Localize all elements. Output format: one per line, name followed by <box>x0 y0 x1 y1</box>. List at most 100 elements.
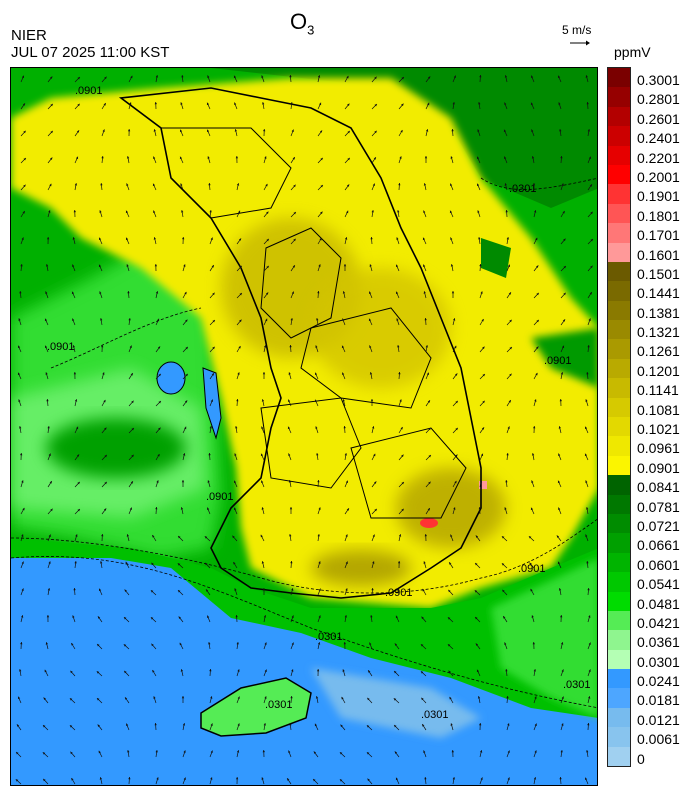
wind-vector-head <box>561 723 564 726</box>
wind-vector-head <box>208 453 211 456</box>
wind-vector-head <box>210 723 213 726</box>
coastline-mainland <box>118 87 482 599</box>
wind-vector-head <box>238 210 241 214</box>
wind-vector-head <box>180 507 184 510</box>
wind-vector-head <box>126 237 129 241</box>
contour-0301-south <box>11 556 597 709</box>
wind-vector-head <box>482 346 485 350</box>
wind-vector-head <box>422 588 425 592</box>
wind-vector-head <box>183 264 186 267</box>
ozone-field-north-dark <box>11 68 597 208</box>
contour-label: .0901 <box>518 563 546 575</box>
wind-vector-head <box>536 292 539 296</box>
wind-vector-head <box>103 399 106 403</box>
wind-vector-head <box>452 102 455 105</box>
wind-vector-head <box>234 102 237 105</box>
wind-vector-head <box>210 237 213 240</box>
wind-vector-head <box>373 157 376 160</box>
wind-vector-head <box>155 291 159 294</box>
wind-vector-head <box>374 508 377 512</box>
wind-vector-head <box>396 291 399 295</box>
wind-vector-head <box>585 399 588 402</box>
wind-vector-head <box>288 399 291 402</box>
wind-vector-head <box>232 535 235 539</box>
wind-vector-head <box>100 183 103 186</box>
wind-vector-head <box>157 346 161 349</box>
wind-vector-head <box>481 427 485 430</box>
wind-vector-head <box>129 507 132 510</box>
wind-vector-head <box>318 588 321 591</box>
wind-vector-head <box>531 129 534 132</box>
wind-vector-head <box>178 590 181 593</box>
wind-vector-head <box>559 777 562 780</box>
wind-vector-head <box>558 588 562 591</box>
wind-vector-head <box>427 400 430 403</box>
wind-vector-head <box>398 534 402 537</box>
wind-vector-head <box>22 103 25 106</box>
wind-vector-head <box>560 750 563 753</box>
wind-vector-head <box>423 561 426 564</box>
wind-vector-head <box>72 237 75 240</box>
wind-vector-head <box>154 102 157 105</box>
wind-vector-head <box>183 777 186 780</box>
wind-vector-head <box>454 480 457 484</box>
wind-vector-head <box>399 399 402 402</box>
wind-vector-head <box>447 617 451 620</box>
wind-vector-head <box>180 102 183 105</box>
wind-vector-head <box>101 156 104 159</box>
wind-vector-head <box>590 211 593 215</box>
wind-vector-head <box>207 480 210 483</box>
wind-vector-head <box>589 292 592 295</box>
wind-vector-head <box>266 211 269 214</box>
wind-vector-head <box>342 318 345 321</box>
wind-vector-head <box>74 183 78 186</box>
wind-vector-head <box>125 697 128 700</box>
wind-vector-head <box>72 318 75 321</box>
wind-vector-field <box>15 74 594 785</box>
colorbar-level-label: 0.1141 <box>637 382 679 399</box>
wind-vector-head <box>455 373 458 376</box>
wind-vector-head <box>130 373 133 376</box>
colorbar-level-label: 0.0121 <box>637 711 680 728</box>
wind-vector-head <box>262 588 266 591</box>
wind-vector-head <box>126 534 129 537</box>
wind-vector-head <box>476 669 480 673</box>
wind-vector-head <box>266 265 269 269</box>
wind-vector-head <box>450 237 453 240</box>
wind-vector-head <box>536 265 539 268</box>
title-main: O <box>290 9 308 34</box>
colorbar-level-label: 0.0541 <box>637 576 680 593</box>
wind-vector-head <box>585 426 588 430</box>
wind-vector-head <box>317 642 321 645</box>
wind-vector-head <box>289 75 292 78</box>
wind-vector-head <box>394 671 397 674</box>
wind-vector-head <box>533 777 537 780</box>
wind-vector-head <box>590 239 593 242</box>
wind-vector-head <box>210 399 213 402</box>
wind-vector-head <box>588 696 591 699</box>
wind-vector-head <box>20 453 23 456</box>
wind-vector-head <box>319 130 323 133</box>
wind-vector-head <box>104 427 107 430</box>
wind-vector-head <box>558 426 561 429</box>
colorbar-level-label: 0.1501 <box>637 265 680 282</box>
wind-vector-head <box>531 156 535 159</box>
wind-vector-head <box>316 669 320 672</box>
wind-vector-head <box>480 291 483 294</box>
wind-vector-head <box>504 156 507 159</box>
wind-vector-head <box>234 129 237 132</box>
wind-vector-head <box>374 481 377 484</box>
wind-vector-head <box>207 156 210 159</box>
wind-vector-head <box>71 291 75 295</box>
wind-vector-head <box>289 345 292 348</box>
colorbar-level-label: 0.0181 <box>637 692 680 709</box>
wind-vector-head <box>425 345 428 348</box>
colorbar-level-label: 0.1601 <box>637 246 680 263</box>
wind-vector-head <box>341 696 344 700</box>
wind-vector-head <box>265 292 269 295</box>
wind-vector-head <box>288 372 291 375</box>
wind-vector-head <box>346 210 349 214</box>
wind-vector-head <box>290 102 293 105</box>
wind-vector-head <box>366 725 370 728</box>
wind-vector-head <box>181 210 184 213</box>
